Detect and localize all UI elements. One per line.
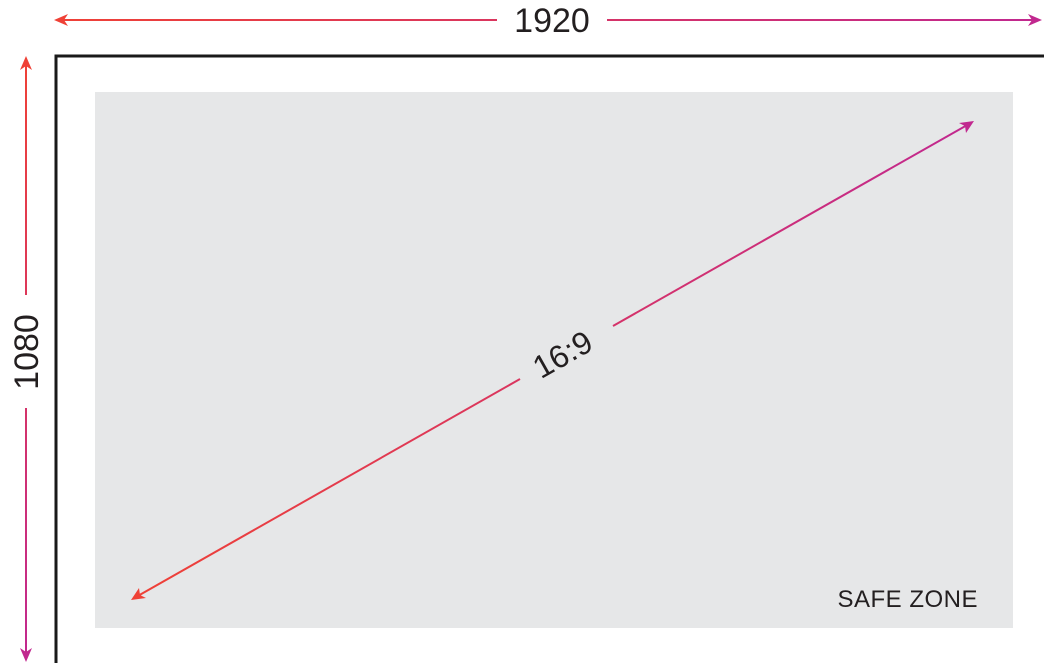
safe-zone-area bbox=[95, 92, 1013, 628]
arrowhead-down-icon bbox=[20, 648, 32, 662]
arrowhead-top-right-icon bbox=[959, 121, 974, 133]
arrowhead-up-icon bbox=[20, 56, 32, 70]
height-label: 1080 bbox=[8, 314, 46, 390]
arrowhead-right-icon bbox=[1028, 14, 1042, 26]
width-label: 1920 bbox=[514, 2, 590, 40]
safe-zone-label: SAFE ZONE bbox=[837, 586, 978, 613]
width-dimension-arrow bbox=[54, 14, 1042, 26]
screen-frame bbox=[54, 54, 1044, 663]
arrowhead-left-icon bbox=[54, 14, 68, 26]
arrowhead-bottom-left-icon bbox=[131, 588, 146, 600]
diagonal-ratio-arrow bbox=[131, 121, 974, 600]
height-dimension-arrow bbox=[20, 56, 32, 662]
